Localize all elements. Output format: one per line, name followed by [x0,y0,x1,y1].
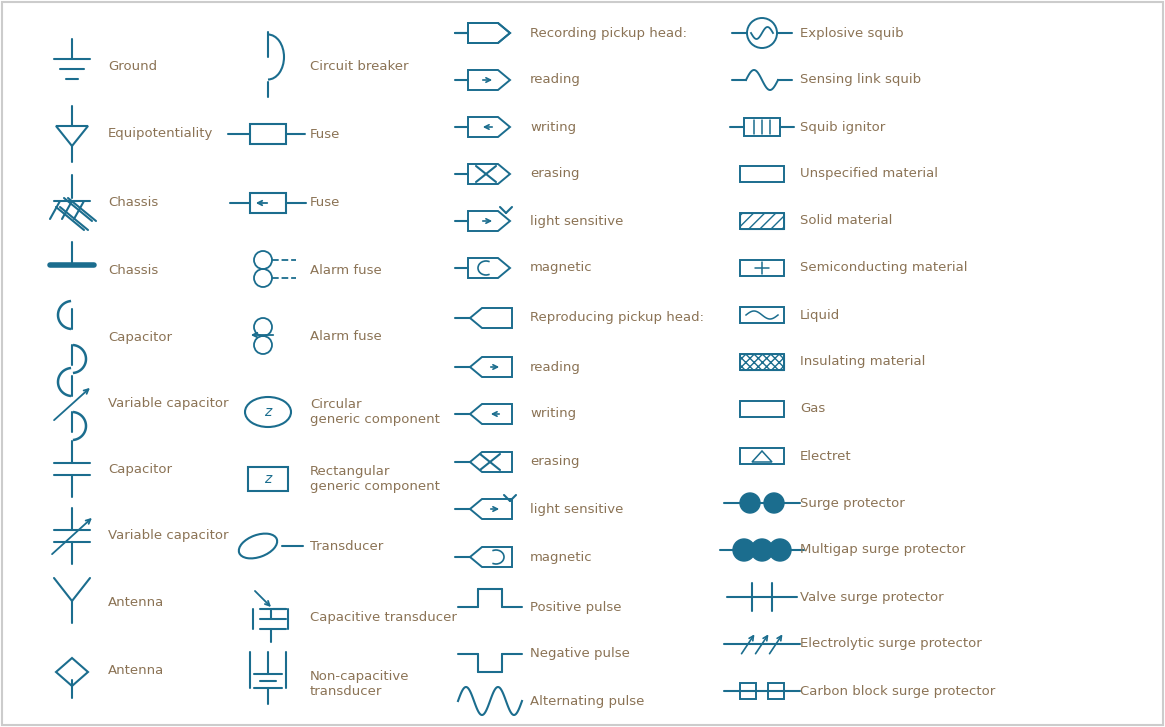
Circle shape [769,539,791,561]
Text: Capacitive transducer: Capacitive transducer [310,611,457,624]
Text: Solid material: Solid material [800,214,892,228]
Text: Capacitor: Capacitor [108,462,172,475]
Text: Positive pulse: Positive pulse [530,601,621,614]
Text: erasing: erasing [530,167,579,180]
Text: Sensing link squib: Sensing link squib [800,73,922,87]
Text: magnetic: magnetic [530,550,593,563]
Text: Surge protector: Surge protector [800,497,905,510]
Bar [248,467,288,491]
Text: Fuse: Fuse [310,127,340,140]
Text: Multigap surge protector: Multigap surge protector [800,544,966,556]
Text: Equipotentiality: Equipotentiality [108,127,213,140]
Text: erasing: erasing [530,456,579,468]
Text: Capacitor: Capacitor [108,331,172,343]
Text: Carbon block surge protector: Carbon block surge protector [800,685,995,697]
Bar [740,683,756,699]
Text: Antenna: Antenna [108,664,164,677]
Text: z: z [264,405,271,419]
Text: Variable capacitor: Variable capacitor [108,529,228,542]
Text: Transducer: Transducer [310,539,383,553]
Text: reading: reading [530,361,581,374]
Circle shape [740,493,760,513]
Text: writing: writing [530,408,577,420]
Bar [740,166,784,182]
Text: Rectangular
generic component: Rectangular generic component [310,465,440,493]
Text: Unspecified material: Unspecified material [800,167,938,180]
Bar [744,118,781,136]
Bar [740,213,784,229]
Text: Alarm fuse: Alarm fuse [310,331,382,343]
Text: Electrolytic surge protector: Electrolytic surge protector [800,638,982,651]
Text: Fuse: Fuse [310,196,340,209]
Text: Squib ignitor: Squib ignitor [800,121,885,134]
Text: Circuit breaker: Circuit breaker [310,60,409,73]
Text: Recording pickup head:: Recording pickup head: [530,26,687,39]
Circle shape [751,539,774,561]
Text: Valve surge protector: Valve surge protector [800,590,944,603]
Bar [740,448,784,464]
Text: Electret: Electret [800,449,852,462]
Text: Alarm fuse: Alarm fuse [310,263,382,276]
Bar [250,193,285,213]
Text: reading: reading [530,73,581,87]
Text: Non-capacitive
transducer: Non-capacitive transducer [310,670,410,698]
Text: light sensitive: light sensitive [530,214,623,228]
Text: magnetic: magnetic [530,262,593,275]
Text: light sensitive: light sensitive [530,502,623,515]
Text: Gas: Gas [800,403,825,416]
Bar [740,260,784,276]
Bar [740,307,784,323]
Text: Semiconducting material: Semiconducting material [800,262,967,275]
Bar [768,683,784,699]
Text: Alternating pulse: Alternating pulse [530,694,644,707]
Text: Liquid: Liquid [800,308,840,321]
Bar [740,354,784,370]
Bar [250,124,285,144]
Text: Circular
generic component: Circular generic component [310,398,440,426]
Text: z: z [264,472,271,486]
Text: Reproducing pickup head:: Reproducing pickup head: [530,311,704,324]
Text: Insulating material: Insulating material [800,356,925,369]
Text: writing: writing [530,121,577,134]
Text: Chassis: Chassis [108,196,158,209]
Bar [740,354,784,370]
Text: Explosive squib: Explosive squib [800,26,904,39]
Text: Negative pulse: Negative pulse [530,648,630,661]
Text: Chassis: Chassis [108,263,158,276]
Text: Ground: Ground [108,60,157,73]
Circle shape [733,539,755,561]
Bar [740,401,784,417]
Text: Variable capacitor: Variable capacitor [108,398,228,411]
Circle shape [764,493,784,513]
Text: Antenna: Antenna [108,596,164,609]
Bar [740,213,784,229]
